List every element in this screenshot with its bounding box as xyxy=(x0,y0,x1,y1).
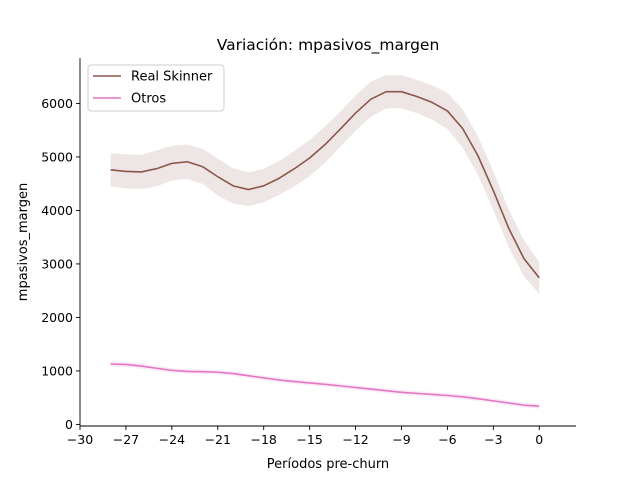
series-lines xyxy=(110,90,540,408)
x-axis-label: Períodos pre-churn xyxy=(267,457,389,472)
y-tick-label: 0 xyxy=(65,417,73,432)
x-tick-label: −27 xyxy=(113,432,139,447)
series-line-otros xyxy=(110,363,540,408)
chart-title: Variación: mpasivos_margen xyxy=(217,36,440,55)
y-tick-label: 5000 xyxy=(41,149,73,164)
legend: Real Skinner Otros xyxy=(87,64,225,112)
series-line-real-skinner xyxy=(110,90,540,279)
y-axis-label: mpasivos_margen xyxy=(16,183,31,301)
x-tick-label: −15 xyxy=(296,432,322,447)
x-tick-label: −21 xyxy=(205,432,231,447)
x-tick-label: −12 xyxy=(342,432,368,447)
y-tick-label: 1000 xyxy=(41,363,73,378)
x-tick-label: −6 xyxy=(438,432,456,447)
legend-box xyxy=(87,64,225,112)
x-tick-label: −24 xyxy=(159,432,185,447)
legend-label-otros: Otros xyxy=(131,92,166,107)
x-tick-label: 0 xyxy=(535,432,543,447)
x-tick-label: −9 xyxy=(392,432,410,447)
axes: −30 −27 −24 −21 −18 −15 −12 −9 −6 −3 0010002000300… xyxy=(41,58,576,447)
y-tick-label: 2000 xyxy=(41,310,73,325)
y-tick-label: 6000 xyxy=(41,96,73,111)
legend-label-real-skinner: Real Skinner xyxy=(131,70,213,85)
y-tick-label: 3000 xyxy=(41,256,73,271)
x-tick-label: −18 xyxy=(251,432,277,447)
y-tick-label: 4000 xyxy=(41,203,73,218)
x-tick-label: −30 xyxy=(67,432,93,447)
x-tick-label: −3 xyxy=(484,432,502,447)
